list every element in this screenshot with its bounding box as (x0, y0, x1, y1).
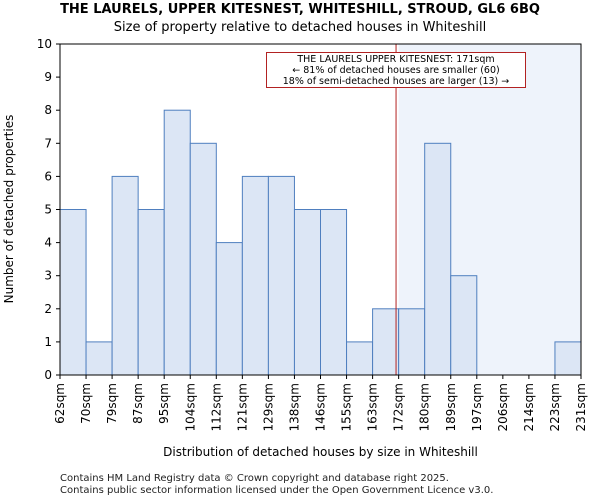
bar-1 (85, 341, 113, 376)
bar-14 (424, 142, 452, 376)
chart-title: THE LAURELS, UPPER KITESNEST, WHITESHILL… (60, 2, 540, 17)
bar-5 (189, 142, 217, 376)
y-tick-label-6: 6 (44, 169, 52, 183)
x-tick-label-15: 189sqm (444, 383, 458, 431)
y-tick-label-8: 8 (44, 103, 52, 117)
x-tick-label-9: 138sqm (287, 383, 301, 431)
y-tick-label-9: 9 (44, 70, 52, 84)
x-tick-label-7: 121sqm (235, 383, 249, 431)
y-tick-label-4: 4 (44, 236, 52, 250)
y-tick-label-7: 7 (44, 136, 52, 150)
bar-10 (320, 209, 348, 376)
x-tick-label-16: 197sqm (470, 383, 484, 431)
x-tick-label-18: 214sqm (522, 383, 536, 431)
x-tick-label-20: 231sqm (574, 383, 588, 431)
y-tick-label-10: 10 (37, 37, 52, 51)
bar-9 (293, 209, 322, 376)
x-tick-label-0: 62sqm (53, 383, 67, 424)
annotation-box: THE LAURELS UPPER KITESNEST: 171sqm ← 81… (266, 52, 526, 88)
y-axis-label: Number of detached properties (2, 114, 16, 304)
y-tick-label-3: 3 (44, 269, 52, 283)
x-tick-label-13: 172sqm (392, 383, 406, 431)
x-tick-label-5: 104sqm (183, 383, 197, 431)
bar-8 (267, 175, 295, 376)
bar-13 (398, 308, 426, 376)
annotation-line-3: 18% of semi-detached houses are larger (… (282, 76, 510, 87)
bar-7 (241, 175, 269, 376)
annotation-line-1: THE LAURELS UPPER KITESNEST: 171sqm (297, 54, 495, 65)
annotation-line-2: ← 81% of detached houses are smaller (60… (292, 65, 500, 76)
bar-19 (554, 341, 582, 376)
y-tick-label-5: 5 (44, 203, 52, 217)
x-tick-label-11: 155sqm (340, 383, 354, 431)
x-tick-label-14: 180sqm (418, 383, 432, 431)
x-tick-label-19: 223sqm (548, 383, 562, 431)
x-axis-label: Distribution of detached houses by size … (163, 445, 478, 459)
x-tick-label-12: 163sqm (366, 383, 380, 431)
bar-2 (111, 175, 139, 376)
bar-3 (137, 209, 165, 376)
footer-line-2: Contains public sector information licen… (60, 485, 494, 496)
bar-6 (215, 242, 243, 376)
bar-4 (163, 109, 191, 376)
x-tick-label-4: 95sqm (157, 383, 171, 424)
y-tick-label-2: 2 (44, 302, 52, 316)
bar-12 (372, 308, 400, 376)
x-tick-label-8: 129sqm (261, 383, 275, 431)
footer-line-1: Contains HM Land Registry data © Crown c… (60, 473, 449, 484)
y-tick-label-0: 0 (44, 368, 52, 382)
x-tick-label-2: 79sqm (105, 383, 119, 424)
bar-0 (59, 209, 87, 376)
x-tick-label-1: 70sqm (79, 383, 93, 424)
x-tick-label-10: 146sqm (314, 383, 328, 431)
y-tick-label-1: 1 (44, 335, 52, 349)
x-tick-label-6: 112sqm (209, 383, 223, 431)
bar-11 (346, 341, 374, 376)
chart-subtitle: Size of property relative to detached ho… (113, 20, 487, 35)
bar-15 (450, 275, 478, 376)
x-tick-label-3: 87sqm (131, 383, 145, 424)
x-tick-label-17: 206sqm (496, 383, 510, 431)
